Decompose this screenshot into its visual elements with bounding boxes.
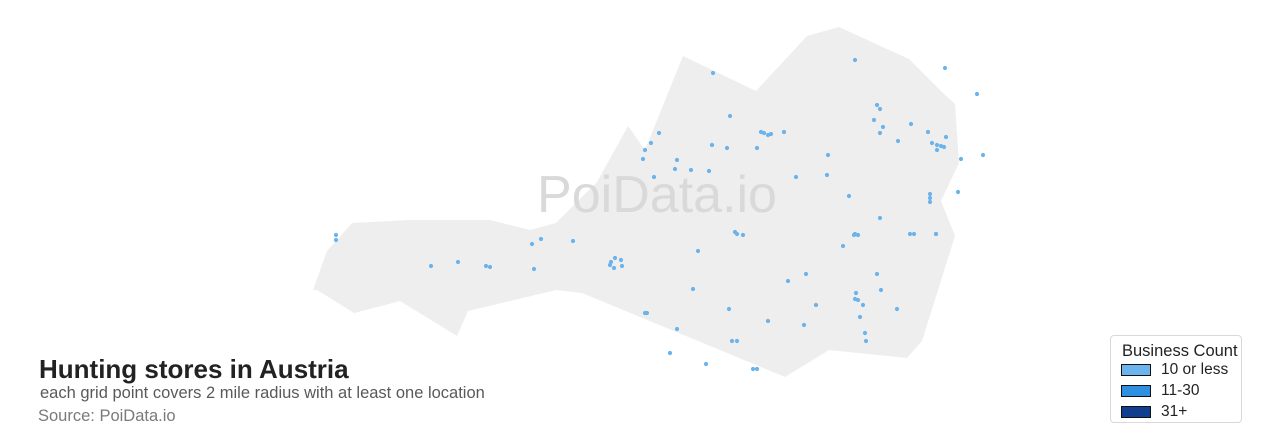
svg-text:PoiData.io: PoiData.io bbox=[537, 166, 777, 224]
